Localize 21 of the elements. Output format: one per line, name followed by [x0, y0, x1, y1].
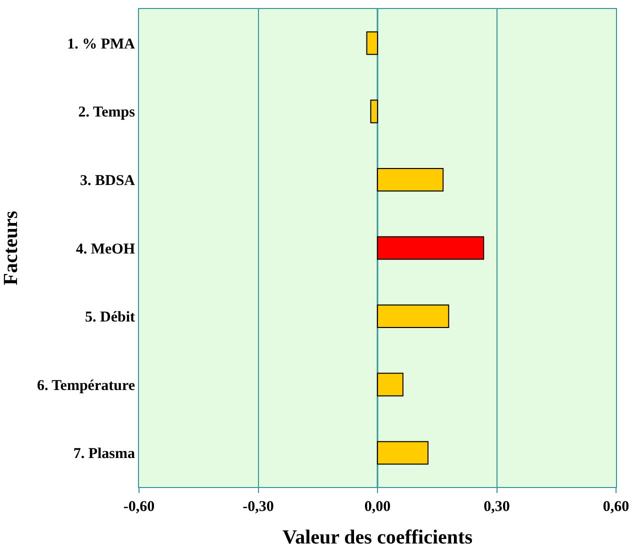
- x-axis-title: Valeur des coefficients: [282, 526, 473, 548]
- bar: [370, 100, 378, 124]
- bar: [377, 168, 444, 192]
- y-tick-label: 5. Débit: [85, 310, 135, 326]
- bar: [366, 31, 378, 55]
- y-tick-label: 1. % PMA: [67, 36, 136, 52]
- x-tick-label: -0,60: [123, 499, 155, 515]
- x-tick-label: 0,60: [602, 499, 630, 515]
- y-tick-label: 7. Plasma: [73, 446, 136, 462]
- bar: [377, 304, 450, 328]
- y-tick-label: 3. BDSA: [80, 172, 136, 189]
- bar: [377, 372, 404, 396]
- x-tick-label: 0,00: [364, 499, 391, 515]
- x-tick-label: 0,30: [484, 499, 510, 515]
- y-tick-label: 4. MeOH: [76, 241, 136, 258]
- y-axis-title: Facteurs: [0, 210, 22, 286]
- bar: [377, 236, 484, 260]
- x-tick-label: -0,30: [242, 499, 274, 515]
- y-tick-label: 6. Température: [36, 378, 136, 394]
- y-tick-label: 2. Temps: [78, 104, 136, 121]
- bar: [377, 441, 428, 465]
